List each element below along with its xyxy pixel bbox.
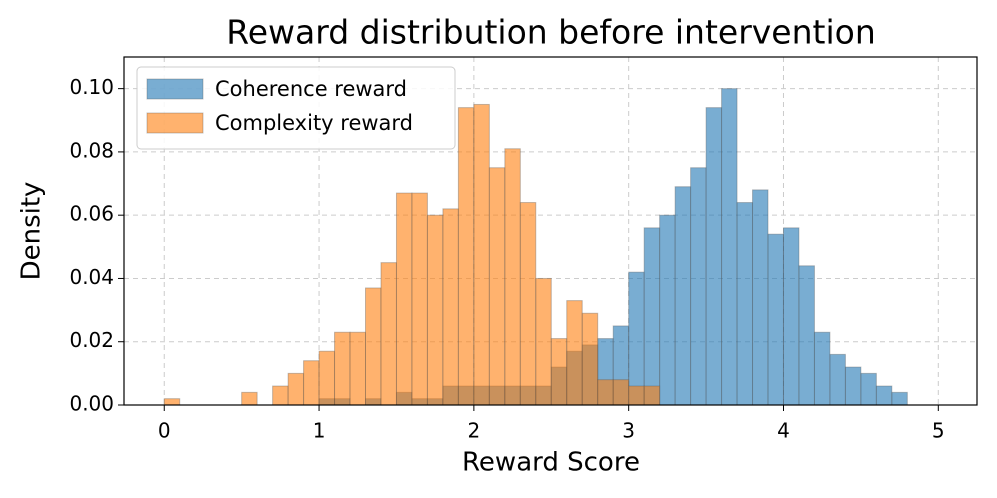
histogram-bar: [504, 148, 521, 406]
legend-swatch: [146, 112, 204, 134]
histogram-bar: [674, 186, 692, 406]
x-tick-label: 1: [313, 419, 326, 443]
histogram-bar: [844, 366, 862, 406]
x-tick-label: 0: [158, 419, 171, 443]
y-axis-label: Density: [17, 182, 47, 281]
histogram-bar: [380, 262, 397, 406]
histogram-bar: [597, 379, 614, 406]
y-tick-label: 0.02: [69, 328, 114, 352]
legend-label: Coherence reward: [215, 77, 407, 101]
histogram-bar: [519, 202, 537, 406]
histogram-bar: [798, 265, 815, 406]
legend-swatch: [146, 78, 204, 100]
histogram-bar: [767, 233, 784, 406]
histogram-bar: [457, 107, 475, 406]
histogram-bar: [550, 338, 568, 406]
y-tick-label: 0.06: [69, 202, 114, 226]
histogram-bar: [303, 360, 320, 406]
legend: Coherence reward Complexity reward: [136, 66, 456, 150]
histogram-bar: [736, 202, 754, 406]
histogram-bar: [241, 391, 258, 406]
histogram-bar: [643, 385, 661, 406]
histogram-bar: [581, 312, 599, 406]
y-tick-label: 0.08: [69, 138, 114, 162]
plot-frame: [123, 56, 978, 406]
histogram-bar: [891, 391, 908, 406]
histogram-bar: [875, 385, 893, 406]
histogram-bar: [411, 192, 428, 406]
histogram-bar: [272, 385, 289, 406]
histogram-bar: [782, 227, 800, 406]
x-axis-label: Reward Score: [462, 448, 640, 478]
histogram-bar: [628, 271, 645, 406]
legend-label: Complexity reward: [215, 111, 413, 135]
histogram-bar: [287, 372, 305, 406]
histogram-bar: [318, 350, 336, 406]
histogram-bar: [612, 379, 630, 406]
histogram-bar: [426, 214, 444, 406]
x-tick-label: 5: [932, 419, 945, 443]
histogram-bar: [349, 331, 367, 406]
y-tick-label: 0.04: [69, 265, 114, 289]
histogram-bar: [442, 208, 459, 406]
chart-title: Reward distribution before intervention: [226, 13, 875, 52]
histogram-bar: [705, 107, 723, 406]
histogram-bar: [643, 227, 661, 406]
histogram-bar: [721, 88, 738, 406]
histogram-bar: [752, 189, 769, 406]
histogram-bar: [334, 331, 351, 406]
histogram-bar: [690, 167, 707, 406]
x-tick-label: 2: [468, 419, 481, 443]
histogram-bar: [566, 300, 583, 406]
histogram-bar: [829, 353, 846, 406]
histogram-bar: [628, 385, 645, 406]
histogram-bar: [535, 277, 552, 406]
histogram-bar: [473, 103, 490, 406]
histogram-bar: [395, 192, 413, 406]
x-tick-label: 3: [622, 419, 635, 443]
legend-box: [136, 66, 456, 150]
histogram-bar: [163, 398, 181, 406]
histogram-bar: [659, 214, 676, 406]
histogram-bar: [813, 331, 831, 406]
y-tick-label: 0.10: [69, 75, 114, 99]
y-tick-label: 0.00: [69, 392, 114, 416]
histogram-bar: [365, 287, 382, 406]
x-tick-label: 4: [777, 419, 790, 443]
histogram-bar: [860, 372, 877, 406]
histogram-bar: [488, 167, 506, 406]
